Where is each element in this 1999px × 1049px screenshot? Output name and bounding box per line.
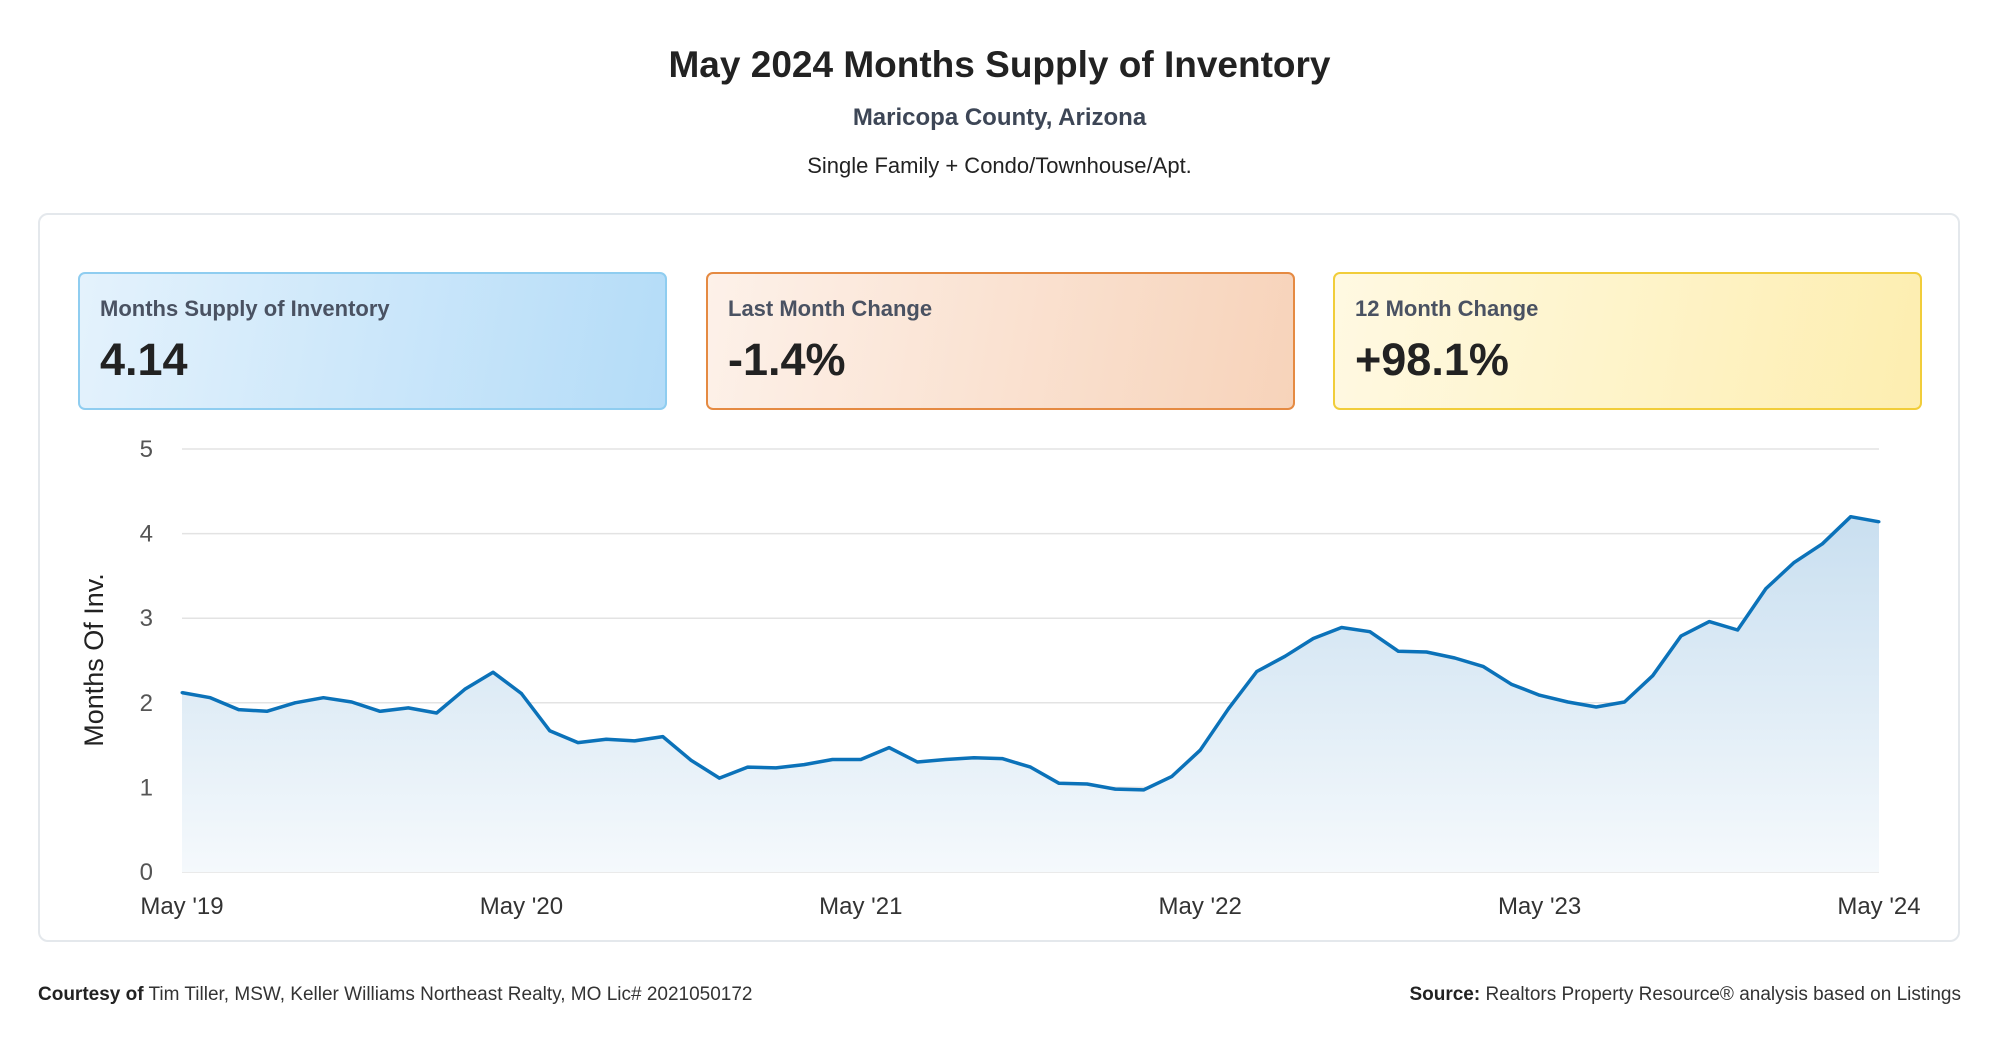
- x-tick-label: May '20: [480, 893, 563, 920]
- data-point: [1622, 700, 1626, 704]
- data-point: [944, 757, 948, 761]
- data-point: [1877, 520, 1881, 524]
- data-point: [1424, 650, 1428, 654]
- x-tick-label: May '23: [1498, 893, 1581, 920]
- data-point: [1198, 748, 1202, 752]
- data-point: [859, 757, 863, 761]
- data-point: [1566, 700, 1570, 704]
- data-point: [293, 701, 297, 705]
- kpi-label: Months Supply of Inventory: [100, 296, 390, 321]
- data-point: [576, 741, 580, 745]
- area-fill: [182, 516, 1879, 872]
- data-point: [321, 696, 325, 700]
- data-point: [435, 711, 439, 715]
- y-tick-label: 5: [140, 436, 153, 463]
- page-subtitle: Maricopa County, Arizona: [852, 104, 1147, 131]
- data-point: [237, 708, 241, 712]
- kpi-value: -1.4%: [728, 334, 846, 385]
- data-point: [1707, 620, 1711, 624]
- data-point: [180, 691, 184, 695]
- data-point: [1255, 669, 1259, 673]
- y-axis-title: Months Of Inv.: [79, 573, 109, 747]
- kpi-value: +98.1%: [1355, 334, 1509, 385]
- data-point: [406, 706, 410, 710]
- source-text: Realtors Property Resource® analysis bas…: [1485, 984, 1961, 1005]
- data-point: [689, 758, 693, 762]
- courtesy-text: Tim Tiller, MSW, Keller Williams Northea…: [148, 984, 753, 1005]
- courtesy-label: Courtesy of: [38, 984, 144, 1005]
- data-point: [604, 737, 608, 741]
- data-point: [1594, 705, 1598, 709]
- data-point: [1085, 782, 1089, 786]
- data-point: [717, 776, 721, 780]
- data-point: [1226, 707, 1230, 711]
- data-point: [491, 670, 495, 674]
- data-point: [519, 691, 523, 695]
- data-point: [633, 739, 637, 743]
- data-point: [1820, 542, 1824, 546]
- data-point: [208, 696, 212, 700]
- source-label: Source:: [1409, 984, 1481, 1005]
- data-point: [1340, 626, 1344, 630]
- data-point: [1481, 664, 1485, 668]
- kpi-months-supply: Months Supply of Inventory 4.14: [78, 272, 667, 410]
- data-point: [1538, 693, 1542, 697]
- data-point: [1113, 787, 1117, 791]
- y-tick-label: 1: [140, 774, 153, 801]
- data-point: [746, 765, 750, 769]
- data-point: [1396, 649, 1400, 653]
- y-tick-label: 0: [140, 859, 153, 886]
- data-point: [831, 757, 835, 761]
- kpi-label: Last Month Change: [728, 296, 933, 321]
- data-point: [1142, 788, 1146, 792]
- data-point: [661, 735, 665, 739]
- x-tick-label: May '19: [140, 893, 223, 920]
- kpi-label: 12 Month Change: [1355, 296, 1539, 321]
- x-tick-label: May '24: [1837, 893, 1920, 920]
- data-point: [1368, 630, 1372, 634]
- data-point: [1029, 765, 1032, 769]
- data-point: [1509, 682, 1513, 686]
- footer-source: Source: Realtors Property Resource® anal…: [1409, 984, 1961, 1006]
- footer-courtesy: Courtesy of Tim Tiller, MSW, Keller Will…: [38, 984, 753, 1006]
- kpi-last-month-change: Last Month Change -1.4%: [706, 272, 1295, 410]
- data-point: [265, 709, 269, 713]
- data-point: [1679, 634, 1683, 638]
- data-point: [1170, 774, 1174, 778]
- data-point: [915, 760, 919, 764]
- data-point: [972, 756, 976, 760]
- x-tick-label: May '22: [1159, 893, 1242, 920]
- chart-panel: [38, 213, 1960, 942]
- data-point: [1000, 757, 1004, 761]
- data-point: [1057, 781, 1061, 785]
- data-point: [1736, 628, 1740, 632]
- data-point: [802, 763, 806, 767]
- data-point: [548, 729, 552, 733]
- property-types: Single Family + Condo/Townhouse/Apt.: [807, 153, 1192, 178]
- kpi-value: 4.14: [100, 334, 188, 385]
- data-point: [1453, 656, 1457, 660]
- data-point: [1283, 654, 1287, 658]
- data-point: [463, 687, 467, 691]
- page-title: May 2024 Months Supply of Inventory: [668, 44, 1331, 85]
- data-point: [1764, 587, 1768, 591]
- data-point: [378, 709, 382, 713]
- data-point: [1849, 515, 1853, 519]
- data-point: [1792, 560, 1796, 564]
- y-tick-label: 2: [140, 690, 153, 717]
- data-point: [887, 746, 891, 750]
- data-point: [1311, 637, 1315, 641]
- data-point: [774, 766, 778, 770]
- y-tick-label: 3: [140, 605, 153, 632]
- data-point: [350, 700, 354, 704]
- x-tick-label: May '21: [819, 893, 902, 920]
- y-tick-label: 4: [140, 521, 153, 548]
- data-point: [1651, 674, 1655, 678]
- kpi-12-month-change: 12 Month Change +98.1%: [1333, 272, 1922, 410]
